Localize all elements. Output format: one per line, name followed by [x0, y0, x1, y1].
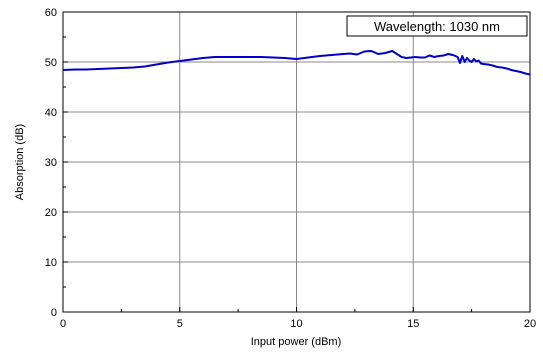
- y-tick-label: 50: [45, 57, 57, 69]
- x-tick-label: 0: [60, 318, 66, 330]
- y-tick-label: 20: [45, 207, 57, 219]
- x-tick-labels: 0 5 10 15 20: [60, 318, 536, 330]
- x-tick-label: 20: [524, 318, 536, 330]
- absorption-series-line: [62, 50, 531, 76]
- wavelength-annotation-box: [346, 15, 528, 37]
- x-axis-label: Input power (dBm): [251, 336, 341, 348]
- plot-frame: [62, 11, 531, 313]
- x-tick-label: 15: [407, 318, 419, 330]
- y-tick-label: 10: [45, 257, 57, 269]
- y-axis-label: Absorption (dB): [14, 124, 26, 200]
- grid-lines: [63, 12, 530, 312]
- y-tick-label: 30: [45, 157, 57, 169]
- y-tick-label: 0: [51, 307, 57, 319]
- y-tick-labels: 0 10 20 30 40 50 60: [45, 7, 57, 319]
- x-tick-label: 10: [290, 318, 302, 330]
- y-tick-label: 60: [45, 7, 57, 19]
- wavelength-annotation: Wavelength: 1030 nm: [374, 19, 500, 34]
- y-tick-label: 40: [45, 107, 57, 119]
- x-tick-label: 5: [177, 318, 183, 330]
